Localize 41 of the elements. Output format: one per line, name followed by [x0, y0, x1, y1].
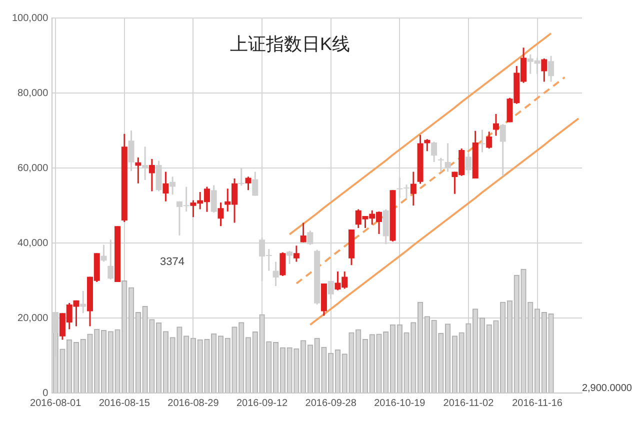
- y-tick-label: 60,000: [18, 162, 49, 174]
- candlestick: [135, 156, 142, 184]
- candlestick: [80, 290, 86, 314]
- candlestick: [479, 129, 486, 153]
- candlestick: [280, 252, 286, 277]
- candlestick: [293, 244, 300, 262]
- x-tick-label: 2016-08-29: [168, 398, 220, 409]
- candlestick: [431, 141, 438, 163]
- candlestick: [162, 171, 169, 202]
- candlestick: [424, 138, 430, 152]
- candlestick: [300, 222, 306, 243]
- x-tick-label: 2016-08-01: [30, 398, 82, 409]
- candlestick: [492, 113, 499, 136]
- candlestick: [286, 250, 293, 265]
- candlestick: [404, 184, 410, 200]
- text: 上证指数日K线: [230, 33, 350, 56]
- y-tick-label: 40,000: [18, 238, 49, 249]
- candlestick: [170, 176, 176, 196]
- candlestick: [486, 130, 492, 150]
- candlestick: [252, 171, 258, 196]
- annotation: 2,900.0000: [582, 383, 632, 394]
- line-series: [295, 76, 566, 284]
- x-tick-label: 2016-08-15: [98, 398, 150, 409]
- x-tick-label: 2016-11-02: [443, 398, 494, 409]
- x-tick-label: 2016-09-12: [236, 398, 288, 409]
- candlestick: [410, 171, 416, 206]
- candlestick: [548, 55, 554, 82]
- x-tick-label: 2016-11-16: [512, 398, 563, 409]
- candlestick: [210, 184, 217, 214]
- candlestick: [148, 158, 155, 192]
- y-tick-label: 100,000: [12, 12, 49, 24]
- candlestick: [245, 176, 252, 191]
- candlestick: [218, 202, 224, 227]
- y-tick-label: 0: [42, 388, 49, 399]
- x-tick-label: 2016-10-19: [374, 398, 426, 409]
- y-tick-label: 20,000: [18, 312, 49, 324]
- y-tick-label: 80,000: [18, 88, 49, 99]
- candlestick: [272, 261, 279, 287]
- x-tick-label: 2016-09-28: [305, 398, 357, 409]
- candlestick: [541, 58, 548, 82]
- annotation: 3374: [160, 256, 184, 268]
